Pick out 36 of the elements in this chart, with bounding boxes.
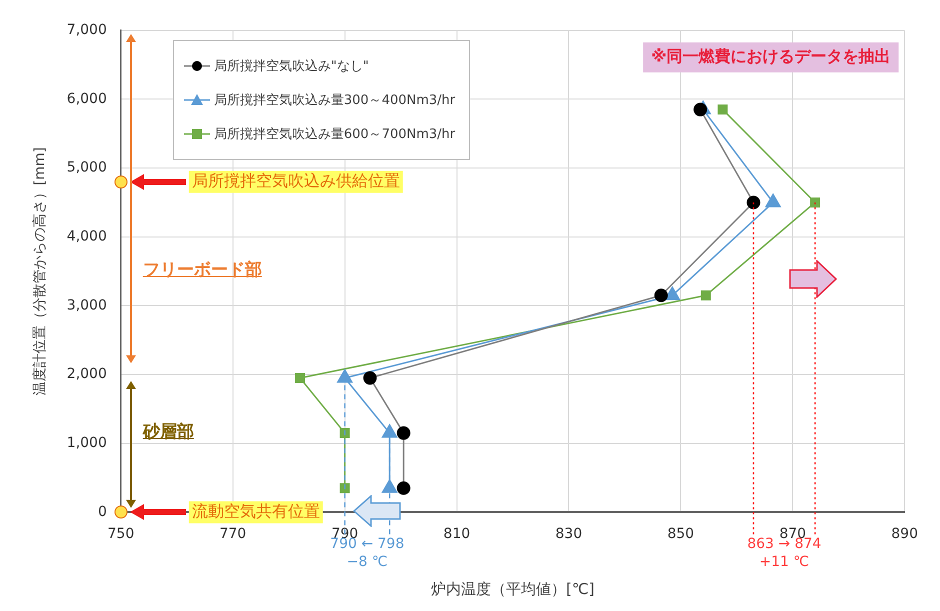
legend-label: 局所撹拌空気吹込み量300～400Nm3/hr bbox=[214, 92, 456, 110]
x-tick-label: 850 bbox=[667, 526, 694, 542]
annotation: 砂層部 bbox=[142, 421, 194, 444]
point bbox=[810, 197, 820, 208]
x-tick-label: 810 bbox=[443, 526, 470, 542]
annotation: 局所撹拌空気吹込み供給位置 bbox=[192, 170, 400, 190]
y-tick-label: 4,000 bbox=[66, 228, 107, 245]
y-tick-label: 2,000 bbox=[66, 366, 107, 382]
text: +11 ℃ bbox=[759, 554, 810, 570]
y-tick-label: 3,000 bbox=[66, 297, 107, 314]
point bbox=[654, 288, 668, 302]
x-tick-label: 750 bbox=[108, 526, 134, 542]
annotation: ※同一燃費におけるデータを抽出 bbox=[651, 46, 891, 66]
point bbox=[694, 102, 708, 116]
annotation: 流動空気共有位置 bbox=[192, 501, 320, 520]
point bbox=[746, 196, 760, 210]
y-tick-label: 1,000 bbox=[66, 435, 107, 452]
x-tick-label: 890 bbox=[891, 526, 918, 542]
text: −8 ℃ bbox=[346, 554, 388, 570]
y-axis-title: 温度計位置（分散管からの高さ）[mm] bbox=[32, 147, 48, 396]
legend-label: 局所撹拌空気吹込み量600～700Nm3/hr bbox=[214, 126, 456, 144]
y-tick-label: 7,000 bbox=[66, 22, 107, 38]
point bbox=[396, 481, 410, 495]
annotation: フリーボード部 bbox=[142, 259, 262, 282]
x-axis-title: 炉内温度（平均値）[℃] bbox=[430, 580, 595, 598]
x-tick-label: 830 bbox=[555, 526, 582, 542]
y-tick-label: 5,000 bbox=[66, 160, 107, 176]
point bbox=[396, 426, 410, 440]
point bbox=[718, 104, 728, 115]
legend-label: 局所撹拌空気吹込み"なし" bbox=[214, 58, 369, 76]
point bbox=[295, 372, 306, 383]
y-tick-label: 0 bbox=[98, 504, 107, 520]
x-tick-label: 770 bbox=[219, 526, 246, 542]
point bbox=[700, 290, 711, 300]
y-tick-label: 6,000 bbox=[66, 90, 107, 107]
point bbox=[363, 371, 377, 385]
